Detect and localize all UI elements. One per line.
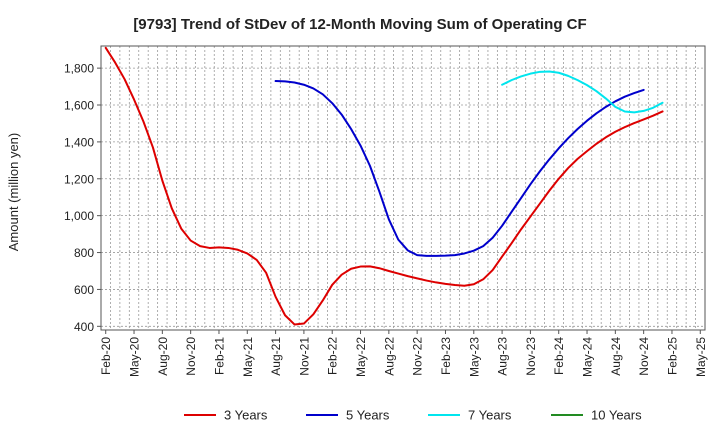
x-tick-label: Aug-24 (609, 337, 623, 376)
x-tick-label: May-25 (694, 337, 708, 377)
y-axis-label: Amount (million yen) (6, 133, 21, 252)
x-tick-label: Feb-23 (439, 337, 453, 375)
y-tick-label: 1,800 (64, 62, 94, 76)
y-tick-label: 400 (74, 320, 94, 334)
legend-label-10-years: 10 Years (591, 408, 642, 423)
series-line-5-years (274, 80, 645, 257)
y-tick-label: 1,400 (64, 135, 94, 149)
x-tick-label: May-21 (241, 337, 255, 377)
x-tick-label: May-24 (581, 337, 595, 377)
plot-frame (100, 45, 706, 331)
legend-label-7-years: 7 Years (468, 408, 512, 423)
legend-label-5-years: 5 Years (346, 408, 390, 423)
x-tick-label: Feb-24 (552, 337, 566, 375)
y-tick-label: 600 (74, 283, 94, 297)
x-tick-label: Nov-20 (184, 337, 198, 376)
x-tick-label: Nov-24 (637, 337, 651, 376)
legend: 3 Years 5 Years 7 Years 10 Years (184, 408, 642, 423)
legend-label-3-years: 3 Years (224, 408, 268, 423)
chart-title: [9793] Trend of StDev of 12-Month Moving… (133, 16, 586, 33)
x-tick-label: Aug-22 (382, 337, 396, 376)
x-tick-label: Aug-21 (269, 337, 283, 376)
x-tick-label: Nov-22 (411, 337, 425, 376)
x-tick-label: Feb-25 (665, 337, 679, 375)
x-tick-label: Feb-21 (212, 337, 226, 375)
x-tick-label: Aug-23 (496, 337, 510, 376)
x-tick-label: Nov-21 (297, 337, 311, 376)
series-line-3-years (104, 46, 664, 326)
x-tick-label: May-22 (354, 337, 368, 377)
y-tick-label: 1,200 (64, 172, 94, 186)
y-tick-label: 1,000 (64, 209, 94, 223)
x-tick-label: May-20 (128, 337, 142, 377)
x-tick-label: Feb-22 (326, 337, 340, 375)
x-tick-label: Nov-23 (524, 337, 538, 376)
y-tick-label: 800 (74, 246, 94, 260)
series-line-7-years (501, 70, 664, 114)
y-tick-label: 1,600 (64, 99, 94, 113)
x-tick-label: Aug-20 (156, 337, 170, 376)
x-tick-label: May-23 (467, 337, 481, 377)
x-tick-label: Feb-20 (99, 337, 113, 375)
